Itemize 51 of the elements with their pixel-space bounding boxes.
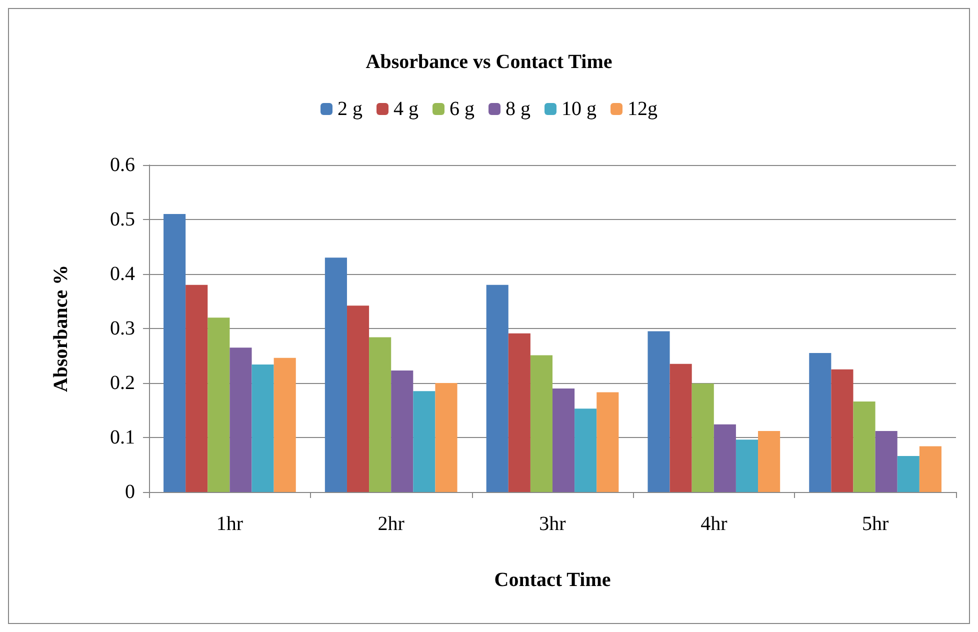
legend-label: 4 g [394, 98, 418, 120]
chart-title: Absorbance vs Contact Time [366, 51, 612, 73]
bar [596, 392, 619, 492]
bar [530, 355, 552, 492]
bar [164, 214, 186, 492]
bar [670, 364, 692, 492]
bar [919, 446, 942, 492]
bar [413, 391, 436, 492]
bar [875, 430, 898, 492]
bar [274, 358, 296, 492]
y-tick-label: 0.5 [110, 208, 135, 230]
bar [648, 331, 670, 492]
bar [324, 258, 347, 492]
bar [486, 284, 508, 492]
x-tick-label: 1hr [216, 513, 244, 535]
y-tick-label: 0.6 [110, 154, 135, 176]
bar [692, 384, 714, 492]
bar [552, 388, 575, 492]
legend-label: 12g [628, 98, 658, 120]
x-tick-label: 3hr [539, 513, 566, 535]
bar [435, 383, 458, 492]
bar [897, 456, 920, 492]
legend-label: 6 g [450, 98, 474, 120]
bar [230, 348, 252, 492]
legend-label: 10 g [562, 98, 596, 120]
bar [853, 402, 876, 492]
legend-label: 2 g [338, 98, 362, 120]
bar [809, 353, 832, 492]
y-tick-label: 0.3 [110, 318, 135, 340]
bar [391, 370, 414, 492]
bar [252, 364, 274, 492]
y-tick-label: 0.1 [110, 426, 135, 448]
x-tick-label: 5hr [862, 513, 889, 535]
bar [574, 408, 597, 492]
bar [714, 424, 736, 492]
bar [831, 369, 854, 492]
bar [508, 333, 530, 492]
x-axis-title: Contact Time [494, 569, 611, 591]
x-tick-label: 2hr [378, 513, 405, 535]
bar [758, 430, 780, 492]
bar [208, 318, 230, 492]
y-axis-title: Absorbance % [50, 264, 72, 392]
y-tick-label: 0.4 [110, 263, 135, 285]
y-tick-label: 0.2 [110, 372, 135, 394]
legend-label: 8 g [506, 98, 530, 120]
x-tick-label: 4hr [700, 513, 728, 535]
y-tick-label: 0 [125, 481, 135, 503]
bar [736, 440, 758, 492]
bar [346, 306, 370, 492]
bar [186, 284, 208, 492]
bar [369, 337, 392, 492]
